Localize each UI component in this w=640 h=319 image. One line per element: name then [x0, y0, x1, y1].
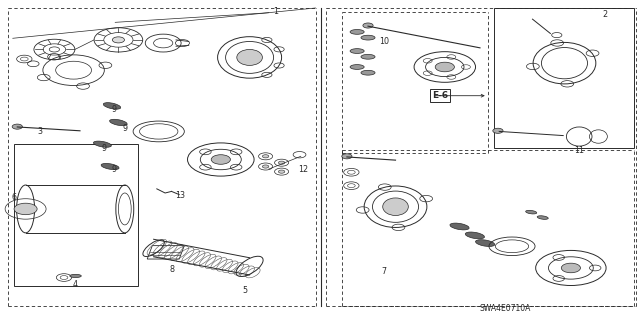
Ellipse shape — [237, 49, 262, 65]
Text: 9: 9 — [122, 124, 127, 133]
Ellipse shape — [350, 30, 364, 34]
Text: 9: 9 — [111, 165, 116, 174]
Ellipse shape — [476, 240, 495, 247]
Ellipse shape — [103, 103, 121, 109]
Ellipse shape — [361, 70, 375, 75]
Ellipse shape — [350, 64, 364, 70]
Ellipse shape — [383, 198, 408, 216]
Ellipse shape — [350, 49, 364, 54]
Circle shape — [561, 263, 580, 273]
Text: 13: 13 — [175, 191, 186, 200]
Circle shape — [493, 128, 503, 133]
Ellipse shape — [361, 35, 375, 40]
Ellipse shape — [361, 55, 375, 59]
Ellipse shape — [101, 163, 119, 170]
Ellipse shape — [93, 141, 111, 147]
Circle shape — [342, 154, 352, 159]
Circle shape — [14, 203, 37, 215]
Ellipse shape — [465, 232, 484, 239]
Circle shape — [113, 37, 125, 43]
Text: 6: 6 — [12, 193, 17, 202]
Text: 9: 9 — [111, 105, 116, 114]
Text: 11: 11 — [574, 146, 584, 155]
Text: 12: 12 — [298, 165, 308, 174]
Circle shape — [211, 155, 230, 164]
Text: 10: 10 — [379, 37, 389, 46]
Circle shape — [262, 155, 269, 158]
Ellipse shape — [525, 210, 537, 214]
Text: 8: 8 — [169, 265, 174, 274]
Ellipse shape — [70, 274, 81, 278]
Text: 1: 1 — [273, 7, 278, 16]
Circle shape — [435, 62, 454, 72]
Ellipse shape — [109, 119, 127, 126]
Circle shape — [278, 161, 285, 164]
Ellipse shape — [450, 223, 469, 230]
Circle shape — [363, 23, 373, 28]
Circle shape — [262, 165, 269, 168]
Text: 7: 7 — [381, 267, 387, 276]
Text: SWA4E0710A: SWA4E0710A — [480, 304, 531, 313]
Ellipse shape — [537, 216, 548, 219]
Text: 3: 3 — [37, 127, 42, 136]
Text: 2: 2 — [602, 10, 607, 19]
Text: 4: 4 — [73, 280, 78, 289]
Bar — [14, 144, 138, 286]
Text: E-6: E-6 — [432, 91, 449, 100]
Text: 9: 9 — [101, 144, 106, 153]
Circle shape — [278, 170, 285, 173]
Bar — [494, 8, 634, 148]
Circle shape — [12, 124, 22, 129]
Text: 5: 5 — [242, 286, 247, 295]
